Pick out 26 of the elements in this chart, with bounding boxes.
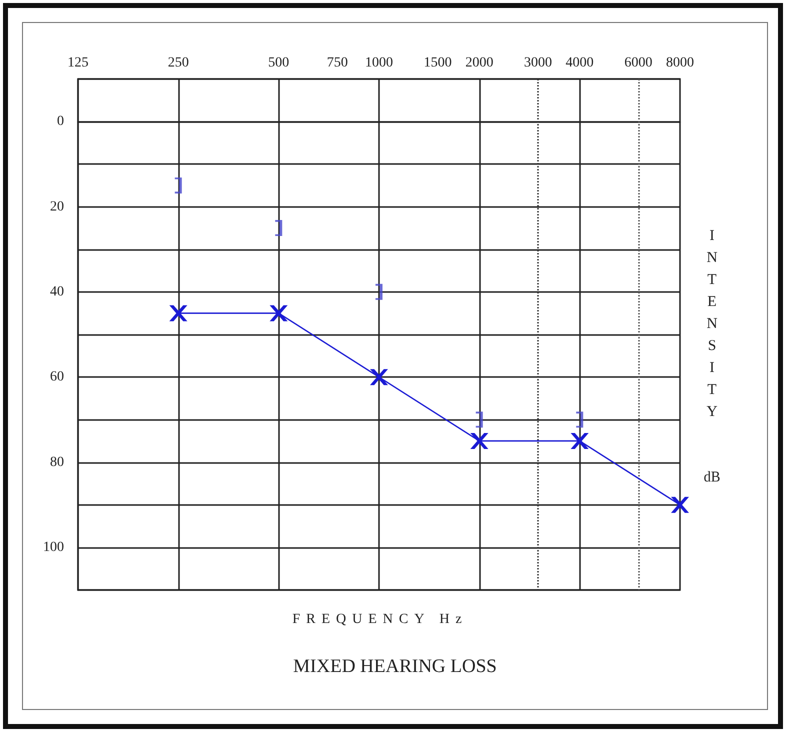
point — [570, 432, 589, 449]
x-tick-label: 125 — [68, 56, 88, 70]
point — [169, 305, 188, 322]
x-tick-label: 2000 — [465, 56, 494, 70]
x-tick-label: 4000 — [566, 56, 594, 70]
text: INTENSITY dB — [704, 228, 720, 485]
x-tick-label: 8000 — [666, 56, 694, 70]
y-tick-label: 80 — [50, 454, 64, 470]
x-tick-label: 250 — [168, 56, 189, 70]
x-tick-label: 1500 — [424, 56, 452, 70]
text: MIXED HEARING LOSS — [293, 656, 497, 677]
x-axis-title: FREQUENCY Hz — [292, 612, 468, 628]
x-tick-label: 1000 — [365, 56, 393, 70]
y-tick-label: 100 — [43, 540, 64, 555]
x-tick-label: 750 — [326, 56, 348, 70]
point — [370, 369, 388, 386]
y-tick-label: 0 — [57, 114, 64, 130]
x-tick-label: 3000 — [524, 56, 552, 70]
point — [470, 432, 488, 449]
point — [671, 496, 689, 513]
point — [270, 305, 288, 322]
x-tick-label: 500 — [268, 56, 290, 70]
y-tick-label: 60 — [50, 370, 64, 385]
y-tick-label: 40 — [50, 284, 64, 300]
y-tick-label: 20 — [50, 199, 64, 214]
x-tick-label: 6000 — [624, 56, 652, 70]
